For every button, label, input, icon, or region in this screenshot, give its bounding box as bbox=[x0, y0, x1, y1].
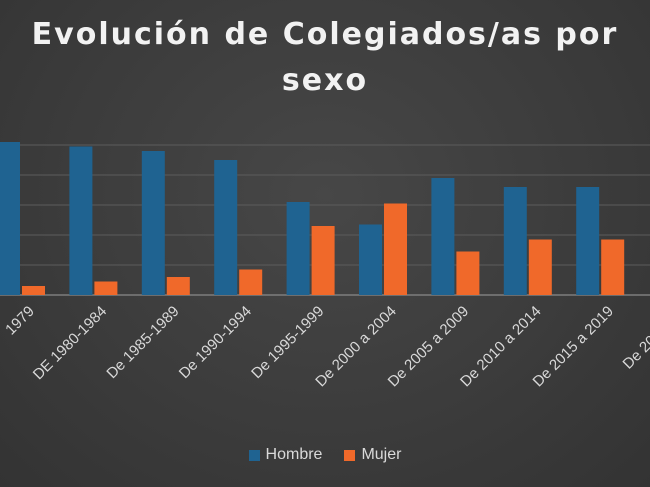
chart-title-line-1: Evolución de Colegiados/as por bbox=[31, 17, 619, 52]
x-tick-label: DE 1980-1984 bbox=[30, 303, 110, 383]
bars bbox=[0, 142, 625, 295]
bar-hombre-2 bbox=[141, 151, 165, 295]
legend-label-mujer: Mujer bbox=[361, 446, 402, 463]
bar-mujer-3 bbox=[239, 269, 263, 295]
bar-mujer-5 bbox=[384, 203, 407, 295]
bar-hombre-4 bbox=[286, 202, 310, 295]
bar-hombre-0 bbox=[0, 142, 20, 295]
x-tick-label: De 2019 a 2 bbox=[620, 303, 650, 373]
bar-hombre-7 bbox=[503, 187, 527, 295]
bar-mujer-8 bbox=[601, 239, 625, 295]
bar-mujer-6 bbox=[456, 251, 480, 295]
x-tick-label: 1979 bbox=[2, 303, 38, 339]
legend-item-mujer: Mujer bbox=[344, 446, 401, 464]
bar-hombre-5 bbox=[359, 224, 382, 295]
bar-hombre-3 bbox=[214, 160, 238, 295]
legend-item-hombre: Hombre bbox=[248, 446, 323, 464]
legend: Hombre Mujer bbox=[0, 446, 650, 464]
bar-mujer-0 bbox=[22, 286, 45, 295]
legend-label-hombre: Hombre bbox=[265, 446, 323, 463]
bar-hombre-1 bbox=[69, 146, 93, 295]
x-tick-label: De 1985-1989 bbox=[103, 303, 182, 382]
legend-swatch-mujer bbox=[344, 449, 356, 461]
chart-title-line-2: sexo bbox=[281, 63, 369, 98]
legend-swatch-hombre bbox=[248, 449, 260, 461]
bar-mujer-4 bbox=[311, 226, 335, 295]
bar-hombre-6 bbox=[431, 178, 455, 295]
chart-title: Evolución de Colegiados/as por sexo bbox=[0, 12, 650, 104]
bar-mujer-7 bbox=[528, 239, 552, 295]
bar-mujer-2 bbox=[166, 277, 190, 295]
x-tick-label: De 1990-1994 bbox=[176, 303, 255, 382]
bar-hombre-8 bbox=[576, 187, 600, 295]
bar-mujer-1 bbox=[94, 281, 118, 295]
x-tick-label: De 1995-1999 bbox=[248, 303, 327, 382]
